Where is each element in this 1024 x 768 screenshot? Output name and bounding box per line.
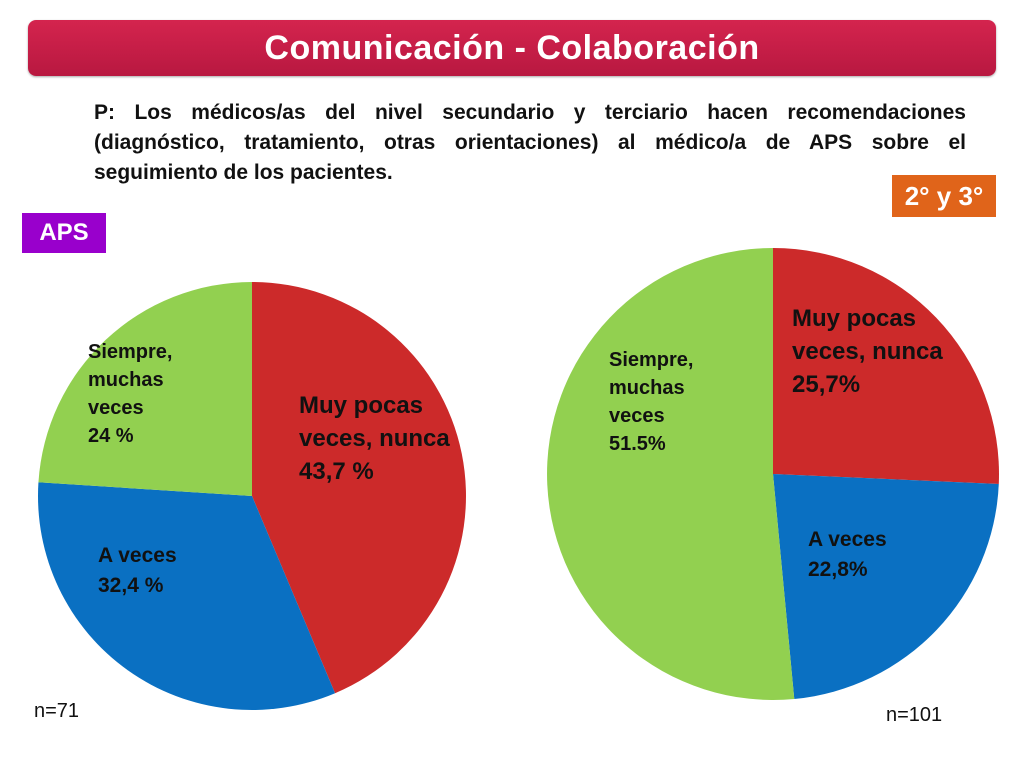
pie-aps-label-1: A veces 32,4 %	[98, 544, 177, 597]
pie-secondary-label-2: Siempre, muchas veces 51.5%	[609, 349, 693, 455]
pie-secondary-slice-2	[547, 248, 795, 701]
secondary-tertiary-tag: 2° y 3°	[892, 175, 996, 217]
pie-aps-label-2: Siempre, muchas veces 24 %	[88, 341, 172, 447]
aps-tag: APS	[22, 213, 106, 253]
page-title: Comunicación - Colaboración	[264, 28, 760, 67]
pie-secondary-slice-0	[773, 248, 999, 484]
question-text: P: Los médicos/as del nivel secundario y…	[94, 101, 966, 184]
pie-aps-slice-2	[38, 282, 252, 496]
pie-secondary-slice-1	[773, 474, 999, 699]
pie-aps-slice-1	[37, 482, 336, 710]
pie-secondary-label-1: A veces 22,8%	[808, 528, 887, 581]
pie-secondary-label-0: Muy pocas veces, nunca 25,7%	[792, 305, 943, 398]
sample-size-secondary: n=101	[886, 704, 943, 726]
title-bar: Comunicación - Colaboración	[28, 20, 996, 76]
pie-aps-label-0: Muy pocas veces, nunca 43,7 %	[299, 392, 450, 485]
pie-aps-slice-0	[252, 282, 466, 694]
sample-size-aps: n=71	[34, 700, 80, 722]
